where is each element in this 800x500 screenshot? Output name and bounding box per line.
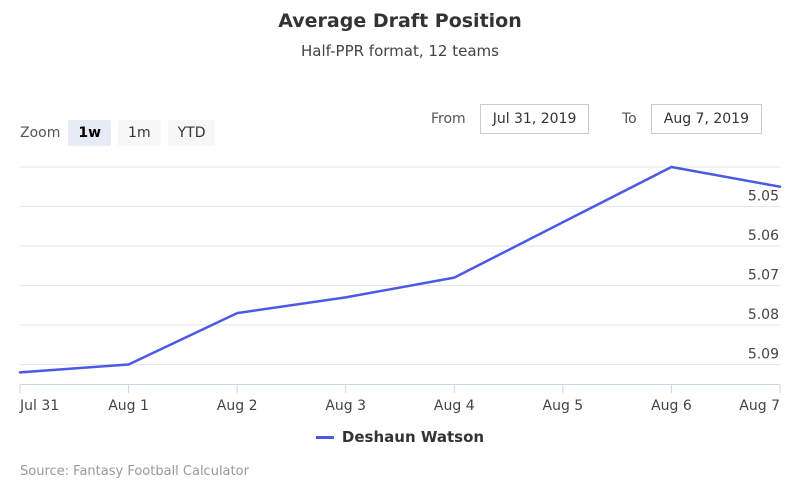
range-from-input[interactable]: Jul 31, 2019 bbox=[479, 104, 590, 134]
x-tick-label: Aug 4 bbox=[434, 398, 475, 414]
x-tick-label: Aug 1 bbox=[108, 398, 149, 414]
y-tick-label: 5.06 bbox=[748, 228, 779, 244]
range-from: From Jul 31, 2019 bbox=[431, 104, 590, 134]
legend-series-label: Deshaun Watson bbox=[341, 428, 485, 446]
legend[interactable]: Deshaun Watson bbox=[0, 428, 800, 446]
zoom-1m-button[interactable]: 1m bbox=[118, 120, 161, 146]
y-tick-label: 5.07 bbox=[748, 268, 779, 284]
series-line bbox=[18, 165, 782, 374]
chart-title: Average Draft Position bbox=[278, 10, 522, 32]
zoom-ytd-button[interactable]: YTD bbox=[167, 120, 216, 146]
chart-subtitle: Half-PPR format, 12 teams bbox=[301, 42, 499, 60]
x-tick-label: Jul 31 bbox=[19, 398, 59, 414]
y-tick-label: 5.08 bbox=[748, 307, 779, 323]
x-tick-label: Aug 7 bbox=[739, 398, 780, 414]
x-tick-label: Aug 6 bbox=[651, 398, 692, 414]
x-tick-label: Aug 3 bbox=[325, 398, 366, 414]
x-tick-label: Aug 5 bbox=[543, 398, 584, 414]
range-from-label: From bbox=[431, 111, 466, 127]
zoom-1w-button[interactable]: 1w bbox=[68, 120, 112, 146]
zoom-label: Zoom bbox=[20, 125, 61, 141]
range-to-input[interactable]: Aug 7, 2019 bbox=[650, 104, 762, 134]
legend-series-swatch bbox=[315, 435, 334, 439]
zoom-selector: Zoom 1w 1m YTD bbox=[20, 120, 222, 146]
range-to-label: To bbox=[622, 111, 637, 127]
y-tick-label: 5.05 bbox=[748, 189, 779, 205]
y-tick-label: 5.09 bbox=[748, 347, 779, 363]
credits[interactable]: Source: Fantasy Football Calculator bbox=[20, 464, 249, 479]
x-tick-label: Aug 2 bbox=[217, 398, 258, 414]
range-to: To Aug 7, 2019 bbox=[622, 104, 762, 134]
